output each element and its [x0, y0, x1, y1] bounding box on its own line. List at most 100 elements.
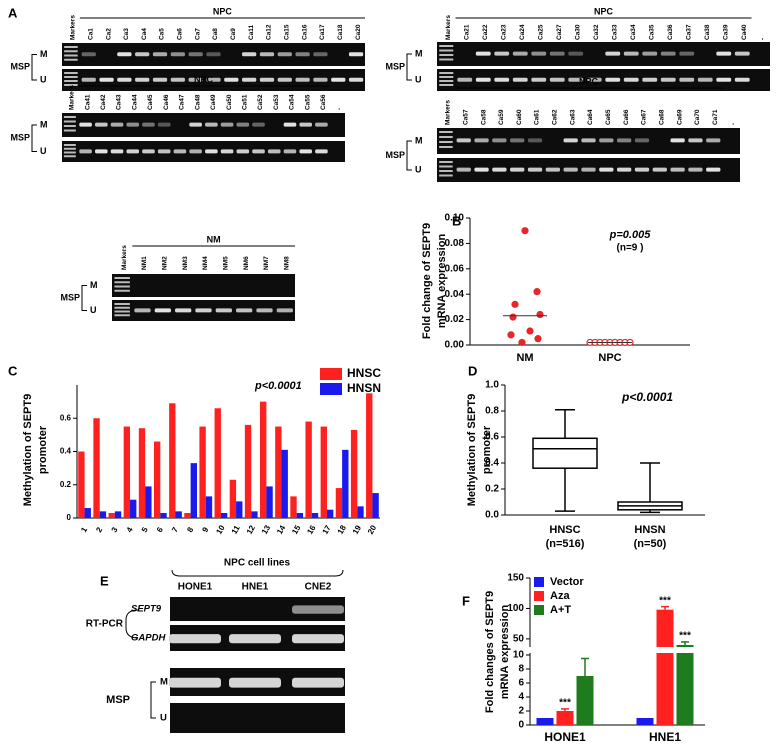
marker-band — [63, 125, 76, 127]
lane-label: Ca21 — [463, 24, 470, 40]
x-tick-label: 3 — [110, 525, 120, 534]
panel-label: B — [452, 213, 461, 228]
band — [189, 149, 202, 154]
band — [117, 77, 132, 82]
x-tick-label: 11 — [230, 523, 242, 535]
y-tick-label: 0.2 — [60, 480, 72, 489]
band — [95, 122, 108, 127]
marker-band — [64, 46, 78, 48]
band — [220, 149, 234, 154]
lane-label: CNE2 — [305, 582, 332, 593]
band — [175, 308, 192, 313]
point — [509, 313, 517, 321]
band — [79, 149, 92, 154]
lane-label: NM1 — [141, 256, 148, 270]
band — [135, 52, 150, 57]
lane-label: Ca39 — [722, 24, 729, 40]
y-tick-label: 2 — [518, 706, 524, 717]
band — [456, 167, 471, 172]
bracket — [31, 124, 37, 152]
band — [206, 52, 221, 57]
legend-label: HNSC — [347, 366, 381, 380]
annotation: p<0.0001 — [621, 390, 673, 404]
x-tick-label: HNSN — [634, 524, 665, 536]
bar — [114, 511, 122, 518]
band — [652, 167, 667, 172]
band — [634, 138, 650, 143]
band — [259, 77, 275, 82]
band — [527, 138, 543, 143]
method-label: MSP — [60, 292, 80, 302]
band — [236, 122, 250, 127]
lane-label: Ca16 — [301, 24, 308, 40]
x-tick-label: 5 — [140, 525, 150, 534]
band — [512, 51, 528, 56]
panel-label: F — [462, 593, 470, 608]
bar — [236, 501, 243, 518]
lane-label: Ca35 — [648, 24, 655, 40]
band — [706, 167, 721, 172]
bar — [536, 718, 554, 725]
lane-label: Ca36 — [667, 24, 674, 40]
marker-band — [64, 58, 78, 61]
lane-label: NM4 — [202, 256, 209, 270]
band — [563, 138, 578, 143]
band — [313, 77, 328, 82]
bar — [636, 718, 654, 725]
marker-band — [439, 72, 454, 74]
legend-swatch — [534, 605, 544, 615]
y-tick-label: 0.0 — [485, 510, 499, 521]
row-label: U — [40, 74, 47, 84]
band — [224, 77, 239, 82]
marker-band — [63, 151, 76, 154]
bracket — [150, 681, 156, 719]
lane-label: Ca56 — [320, 94, 327, 110]
band — [313, 52, 328, 57]
band — [134, 308, 151, 313]
band — [563, 167, 578, 172]
marker-band — [439, 76, 454, 78]
band — [220, 122, 234, 127]
band — [236, 308, 253, 313]
y-axis-label: Fold change of SEPT9 — [421, 223, 433, 339]
band — [670, 167, 685, 172]
annotation: p=0.005 — [609, 229, 652, 241]
band — [348, 52, 364, 57]
legend-swatch — [320, 383, 342, 395]
y-tick-label: 0.02 — [445, 314, 465, 325]
band — [457, 77, 473, 82]
band — [252, 122, 265, 127]
band — [605, 51, 621, 56]
x-tick-label: 15 — [290, 523, 303, 536]
band — [531, 77, 547, 82]
band — [660, 51, 676, 56]
lane-label: Ca47 — [179, 94, 186, 110]
band — [169, 677, 221, 688]
lane-label: Ca51 — [242, 94, 249, 110]
band — [623, 77, 639, 82]
band — [568, 51, 584, 56]
band — [292, 634, 344, 644]
band — [688, 167, 703, 172]
lane-label: Ca32 — [593, 24, 600, 40]
bar — [145, 486, 152, 518]
bar — [366, 393, 373, 518]
gel-lane — [170, 703, 345, 733]
point — [536, 310, 544, 319]
panel-label: A — [8, 5, 18, 20]
lane-label: NM6 — [243, 256, 250, 270]
x-tick-label: 8 — [185, 525, 195, 534]
marker-band — [439, 174, 453, 177]
band — [660, 77, 676, 82]
row-label: SEPT9 — [131, 604, 162, 615]
lane-label: Ca63 — [569, 109, 576, 125]
band — [456, 138, 471, 143]
lane-label: Ca27 — [556, 24, 563, 40]
band — [670, 138, 685, 143]
marker-band — [439, 58, 454, 61]
bar — [266, 486, 273, 518]
lane-label: Ca2 — [105, 28, 112, 40]
marker-band — [439, 80, 454, 82]
band — [81, 52, 96, 57]
method-label: MSP — [385, 150, 405, 160]
